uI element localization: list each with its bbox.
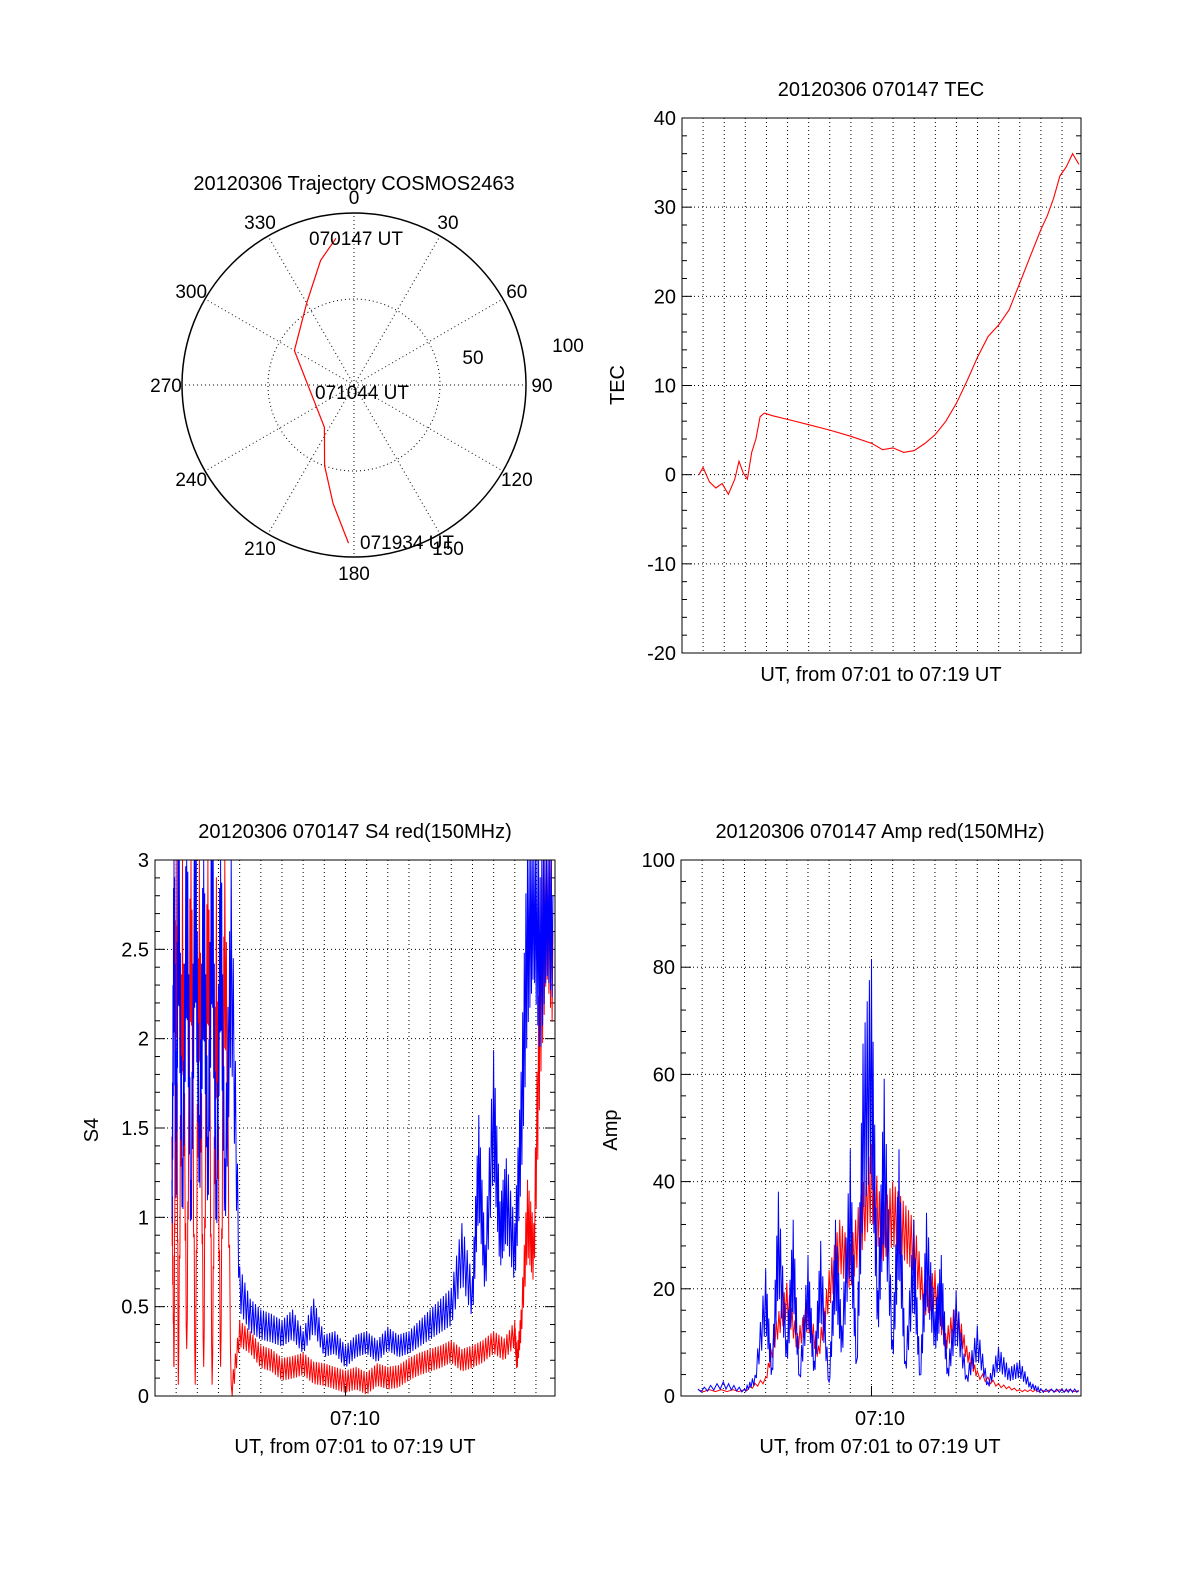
polar-spoke xyxy=(353,235,441,386)
y-tick-label: 10 xyxy=(654,376,676,398)
y-tick-label: -20 xyxy=(647,643,676,665)
polar-spoke xyxy=(267,235,355,386)
azimuth-label: 120 xyxy=(501,470,533,491)
polar-spoke xyxy=(353,384,504,472)
amp-panel: 20120306 070147 Amp red(150MHz) 0 20 40 60 8… xyxy=(600,821,1082,1458)
azimuth-label: 240 xyxy=(175,470,207,491)
azimuth-label: 90 xyxy=(531,376,552,397)
y-tick-label: -10 xyxy=(647,554,676,576)
trajectory-title: 20120306 Trajectory COSMOS2463 xyxy=(193,173,514,195)
azimuth-label: 180 xyxy=(338,564,370,585)
y-tick-label: 0.5 xyxy=(121,1297,149,1319)
s4-ylabel: S4 xyxy=(81,1118,103,1142)
amp-ylabel: Amp xyxy=(600,1109,622,1150)
y-tick-label: 0 xyxy=(138,1386,149,1408)
y-tick-label: 1 xyxy=(138,1207,149,1229)
ring-label-50: 50 xyxy=(462,348,483,369)
s4-title: 20120306 070147 S4 red(150MHz) xyxy=(198,821,512,843)
polar-spoke xyxy=(204,384,355,472)
trajectory-mid-label: 071044 UT xyxy=(315,383,409,404)
trajectory-inner-circle xyxy=(267,298,441,472)
tec-ylabel: TEC xyxy=(607,365,629,405)
trajectory-line xyxy=(293,237,350,544)
y-tick-label: 2.5 xyxy=(121,939,149,961)
y-tick-label: 80 xyxy=(653,957,675,979)
azimuth-label: 270 xyxy=(150,376,182,397)
azimuth-label: 330 xyxy=(244,213,276,234)
azimuth-label: 300 xyxy=(175,282,207,303)
ring-label-100: 100 xyxy=(552,336,584,357)
y-tick-label: 30 xyxy=(654,197,676,219)
tec-title: 20120306 070147 TEC xyxy=(778,79,984,101)
trajectory-panel: 20120306 Trajectory COSMOS2463 0 30 60 90 12… xyxy=(150,173,584,585)
tec-plot-frame xyxy=(681,117,1082,654)
azimuth-label: 0 xyxy=(349,188,360,209)
azimuth-label: 150 xyxy=(432,539,464,560)
amp-xlabel: UT, from 07:01 to 07:19 UT xyxy=(759,1436,1000,1458)
trajectory-outer-circle xyxy=(181,212,527,558)
amp-grid xyxy=(681,860,1081,1396)
polar-spokes xyxy=(182,213,526,557)
s4-xlabel: UT, from 07:01 to 07:19 UT xyxy=(234,1436,475,1458)
s4-panel: 20120306 070147 S4 red(150MHz) 0 0.5 1 1.5 2… xyxy=(81,821,556,1458)
trajectory-start-label: 070147 UT xyxy=(309,229,403,250)
y-tick-label: 0 xyxy=(665,465,676,487)
tec-xlabel: UT, from 07:01 to 07:19 UT xyxy=(760,664,1001,686)
polar-spoke xyxy=(204,298,355,386)
y-tick-label: 60 xyxy=(653,1064,675,1086)
amp-blue-series-line xyxy=(697,958,1080,1394)
polar-spoke xyxy=(353,384,441,535)
y-tick-label: 20 xyxy=(654,286,676,308)
y-tick-label: 100 xyxy=(642,850,675,872)
y-tick-label: 40 xyxy=(653,1172,675,1194)
azimuth-label: 210 xyxy=(244,539,276,560)
y-tick-label: 2 xyxy=(138,1029,149,1051)
y-tick-label: 20 xyxy=(653,1279,675,1301)
polar-spoke xyxy=(353,298,504,386)
s4-plot-frame xyxy=(154,859,556,1397)
y-tick-label: 1.5 xyxy=(121,1118,149,1140)
trajectory-end-label: 071934 UT xyxy=(360,533,454,554)
azimuth-label: 60 xyxy=(506,282,527,303)
amp-plot-frame xyxy=(680,859,1082,1397)
s4-red-series-line xyxy=(171,859,554,1397)
y-tick-label: 3 xyxy=(138,850,149,872)
tec-grid xyxy=(682,118,1081,653)
polar-spoke xyxy=(267,384,355,535)
s4-xtick-label: 07:10 xyxy=(330,1408,380,1430)
tec-y-ticks: -20 -10 0 10 20 30 40 xyxy=(647,108,1081,665)
polar-azimuth-labels: 0 30 60 90 120 150 180 210 240 270 300 330 xyxy=(150,188,552,585)
tec-series-line xyxy=(698,152,1080,496)
amp-title: 20120306 070147 Amp red(150MHz) xyxy=(715,821,1044,843)
s4-blue-series-line xyxy=(171,859,554,1367)
y-tick-label: 0 xyxy=(664,1386,675,1408)
amp-xtick-label: 07:10 xyxy=(855,1408,905,1430)
azimuth-label: 30 xyxy=(437,213,458,234)
y-tick-label: 40 xyxy=(654,108,676,130)
